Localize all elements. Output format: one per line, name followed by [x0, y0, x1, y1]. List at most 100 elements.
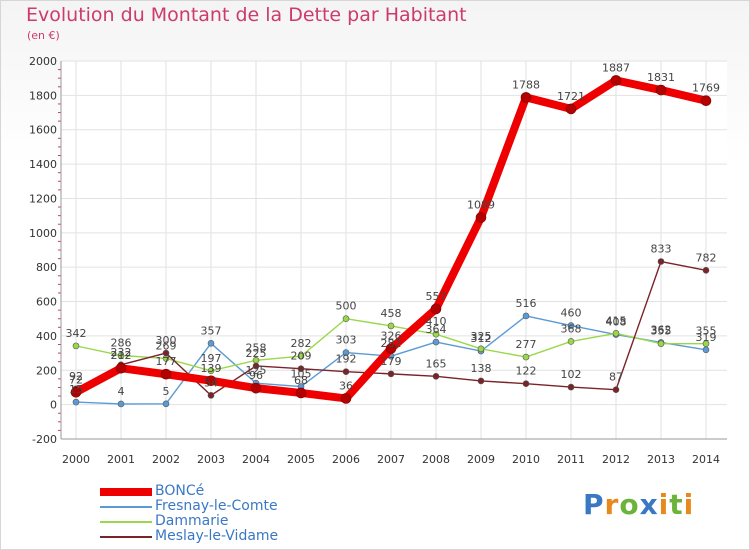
data-label-3: 138 — [471, 362, 492, 375]
legend-label-fresnay: Fresnay-le-Comte — [155, 498, 278, 514]
data-point-3 — [612, 386, 620, 393]
data-label-3: 300 — [156, 334, 177, 347]
x-tick-label: 2009 — [467, 453, 495, 466]
y-tick-label: 0 — [50, 399, 57, 412]
data-point-1 — [207, 339, 215, 347]
data-label-0: 326 — [381, 330, 402, 343]
data-label-2: 355 — [696, 325, 717, 338]
x-tick-label: 2006 — [332, 453, 360, 466]
data-point-0 — [700, 95, 712, 106]
y-tick-label: 1800 — [29, 89, 57, 102]
chart-title: Evolution du Montant de la Dette par Hab… — [26, 4, 467, 26]
data-label-3: 833 — [651, 243, 672, 256]
data-label-1: 125 — [246, 364, 267, 377]
y-tick-label: 800 — [36, 261, 57, 274]
data-point-2 — [657, 340, 665, 347]
data-point-0 — [160, 368, 172, 380]
data-label-3: 102 — [561, 368, 582, 381]
data-label-0: 1721 — [557, 90, 585, 103]
data-label-0: 72 — [69, 373, 83, 386]
x-tick-label: 2013 — [647, 453, 675, 466]
data-label-2: 342 — [66, 327, 87, 340]
data-point-1 — [117, 400, 125, 408]
data-label-0: 1831 — [647, 71, 675, 84]
data-point-1 — [522, 312, 530, 320]
data-point-2 — [567, 338, 575, 345]
x-tick-label: 2001 — [107, 453, 135, 466]
data-label-0: 36 — [339, 379, 353, 392]
data-label-3: 54 — [204, 376, 218, 389]
data-point-3 — [657, 258, 665, 265]
x-tick-label: 2012 — [602, 453, 630, 466]
data-label-2: 325 — [471, 330, 492, 343]
data-point-3 — [342, 368, 350, 375]
x-tick-label: 2002 — [152, 453, 180, 466]
data-point-0 — [520, 92, 532, 103]
data-label-2: 197 — [201, 352, 222, 365]
data-label-1: 319 — [696, 331, 717, 344]
data-label-1: 312 — [471, 332, 492, 345]
data-label-3: 87 — [609, 371, 623, 384]
legend-swatch-meslay — [100, 536, 152, 538]
data-label-3: 165 — [426, 357, 447, 370]
data-point-3 — [162, 349, 170, 357]
data-label-2: 500 — [336, 300, 357, 313]
y-tick-label: 400 — [36, 330, 57, 343]
data-point-3 — [387, 370, 395, 378]
data-point-2 — [522, 353, 530, 361]
data-label-1: 4 — [118, 385, 125, 398]
data-point-3 — [297, 365, 305, 373]
data-point-0 — [205, 375, 217, 387]
x-tick-label: 2010 — [512, 453, 540, 466]
data-label-1: 516 — [516, 297, 537, 310]
plot-area — [61, 61, 727, 439]
data-point-2 — [432, 330, 440, 338]
data-point-2 — [702, 340, 710, 347]
data-point-2 — [342, 315, 350, 323]
legend-label-bonce: BONCé — [155, 483, 205, 499]
data-label-2: 269 — [156, 339, 177, 352]
data-label-3: 225 — [246, 347, 267, 360]
x-tick-label: 2005 — [287, 453, 315, 466]
data-label-1: 105 — [291, 368, 312, 381]
data-label-1: 357 — [201, 324, 222, 337]
data-label-2: 286 — [111, 336, 132, 349]
data-label-1: 303 — [336, 334, 357, 347]
data-label-1: 460 — [561, 307, 582, 320]
legend-label-meslay: Meslay-le-Vidame — [155, 528, 279, 544]
y-tick-label: -200 — [32, 433, 57, 446]
data-point-3 — [432, 372, 440, 380]
data-label-3: 782 — [696, 251, 717, 264]
data-label-3: 209 — [291, 350, 312, 363]
data-label-0: 139 — [201, 362, 222, 375]
data-label-2: 258 — [246, 341, 267, 354]
data-label-0: 96 — [249, 369, 263, 382]
data-label-2: 355 — [651, 325, 672, 338]
data-label-1: 364 — [426, 323, 447, 336]
data-point-0 — [430, 303, 442, 315]
x-tick-label: 2000 — [62, 453, 90, 466]
legend-swatch-fresnay — [100, 506, 152, 508]
data-label-3: 122 — [516, 365, 537, 378]
data-label-0: 1887 — [602, 61, 630, 74]
data-label-0: 68 — [294, 374, 308, 387]
data-point-3 — [522, 380, 530, 387]
data-label-3: 192 — [336, 353, 357, 366]
data-label-1: 362 — [651, 323, 672, 336]
data-label-3: 92 — [69, 370, 83, 383]
data-point-1 — [72, 398, 80, 406]
legend-swatch-dammarie — [100, 521, 152, 523]
data-point-0 — [295, 387, 307, 399]
legend-label-dammarie: Dammarie — [155, 513, 229, 529]
data-label-2: 277 — [516, 338, 537, 351]
data-point-0 — [655, 84, 667, 96]
data-label-0: 212 — [111, 349, 132, 362]
data-point-1 — [432, 338, 440, 346]
data-point-2 — [297, 352, 305, 360]
x-tick-label: 2011 — [557, 453, 585, 466]
data-label-2: 410 — [426, 315, 447, 328]
data-label-1: 408 — [606, 316, 627, 329]
y-tick-label: 200 — [36, 364, 57, 377]
data-label-0: 557 — [426, 290, 447, 303]
x-tick-label: 2007 — [377, 453, 405, 466]
